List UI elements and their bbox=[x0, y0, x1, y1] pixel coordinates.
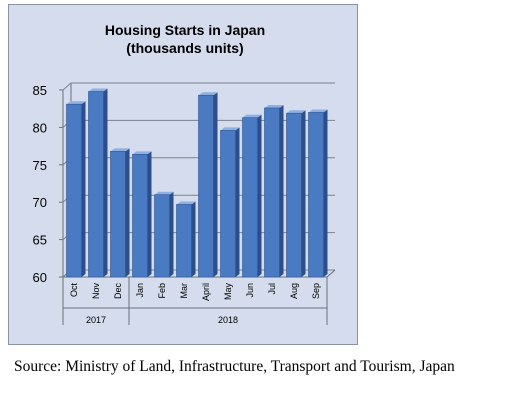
bar-group bbox=[220, 127, 240, 278]
x-category-label: Dec bbox=[113, 283, 123, 300]
x-category-label: May bbox=[223, 283, 233, 301]
y-tick-label: 85 bbox=[33, 83, 47, 98]
bar-group bbox=[154, 191, 174, 278]
year-group-labels: 2017 2018 bbox=[62, 277, 328, 325]
bar-side bbox=[125, 148, 130, 277]
x-category-label: Jun bbox=[245, 283, 255, 298]
bar-top bbox=[154, 191, 174, 195]
y-tick-label: 80 bbox=[33, 120, 47, 135]
bar-group bbox=[198, 92, 218, 278]
bar bbox=[132, 154, 148, 278]
bar-side bbox=[235, 127, 240, 277]
bar bbox=[88, 91, 104, 278]
bar-top bbox=[110, 148, 130, 152]
bar-top bbox=[308, 109, 328, 113]
bar bbox=[176, 204, 192, 278]
floor-right-edge bbox=[326, 269, 336, 278]
bar-side bbox=[213, 92, 218, 278]
x-category-label: Jul bbox=[267, 283, 277, 295]
bar-top bbox=[242, 114, 262, 118]
x-category-label: Feb bbox=[157, 283, 167, 299]
bar bbox=[308, 112, 324, 278]
bar-top bbox=[286, 110, 306, 114]
bar-group bbox=[88, 88, 108, 278]
bar-top bbox=[88, 88, 108, 92]
bar-group bbox=[176, 201, 196, 278]
bar-side bbox=[323, 109, 328, 277]
y-tick-label: 70 bbox=[33, 195, 47, 210]
bar bbox=[198, 94, 214, 278]
bar-top bbox=[176, 201, 196, 205]
bar-group bbox=[242, 114, 262, 278]
bar-side bbox=[81, 101, 86, 277]
bar bbox=[242, 117, 258, 278]
x-category-label: Mar bbox=[179, 283, 189, 299]
bar-group bbox=[132, 151, 152, 278]
y-tick-label: 65 bbox=[33, 233, 47, 248]
bar-top bbox=[132, 151, 152, 155]
x-category-label: Sep bbox=[311, 283, 321, 299]
bar-group bbox=[264, 104, 284, 278]
year-group-label: 2018 bbox=[218, 315, 238, 325]
bar bbox=[264, 107, 280, 278]
y-tick-label: 75 bbox=[33, 158, 47, 173]
y-tick-label: 60 bbox=[33, 270, 47, 285]
bar-top bbox=[198, 92, 218, 96]
bar-chart: Housing Starts in Japan (thousands units… bbox=[33, 22, 336, 325]
x-category-labels: Oct Nov Dec Jan Feb Mar April May Jun Jul Aug Sep bbox=[69, 283, 321, 302]
bar-side bbox=[301, 110, 306, 277]
chart-panel: Housing Starts in Japan (thousands units… bbox=[8, 4, 358, 345]
bar bbox=[66, 103, 82, 278]
gridline bbox=[62, 82, 335, 91]
bar-side bbox=[257, 114, 262, 278]
x-category-label: Nov bbox=[91, 283, 101, 300]
bar bbox=[286, 112, 302, 278]
bar-top bbox=[220, 127, 240, 131]
bar-top bbox=[264, 104, 284, 108]
bar-top bbox=[66, 101, 86, 105]
bar bbox=[110, 151, 126, 278]
bar-side bbox=[103, 88, 108, 277]
source-note: Source: Ministry of Land, Infrastructure… bbox=[14, 358, 455, 375]
bar-group bbox=[66, 101, 86, 278]
x-category-label: Aug bbox=[289, 283, 299, 299]
bar-group bbox=[110, 148, 130, 278]
bar bbox=[154, 194, 170, 278]
x-category-label: April bbox=[201, 283, 211, 301]
chart-title: Housing Starts in Japan bbox=[105, 22, 265, 38]
x-category-label: Oct bbox=[69, 283, 79, 298]
bar-side bbox=[169, 191, 174, 277]
bar bbox=[220, 130, 236, 278]
y-tick-labels: 60 65 70 75 80 85 bbox=[33, 83, 47, 285]
chart-subtitle: (thousands units) bbox=[126, 40, 243, 56]
x-category-label: Jan bbox=[135, 283, 145, 298]
bar-side bbox=[147, 151, 152, 277]
bar-group bbox=[286, 110, 306, 278]
bar-side bbox=[279, 104, 284, 278]
bar-side bbox=[191, 201, 196, 277]
year-group-label: 2017 bbox=[86, 315, 106, 325]
bars bbox=[66, 88, 328, 278]
bar-group bbox=[308, 109, 328, 278]
